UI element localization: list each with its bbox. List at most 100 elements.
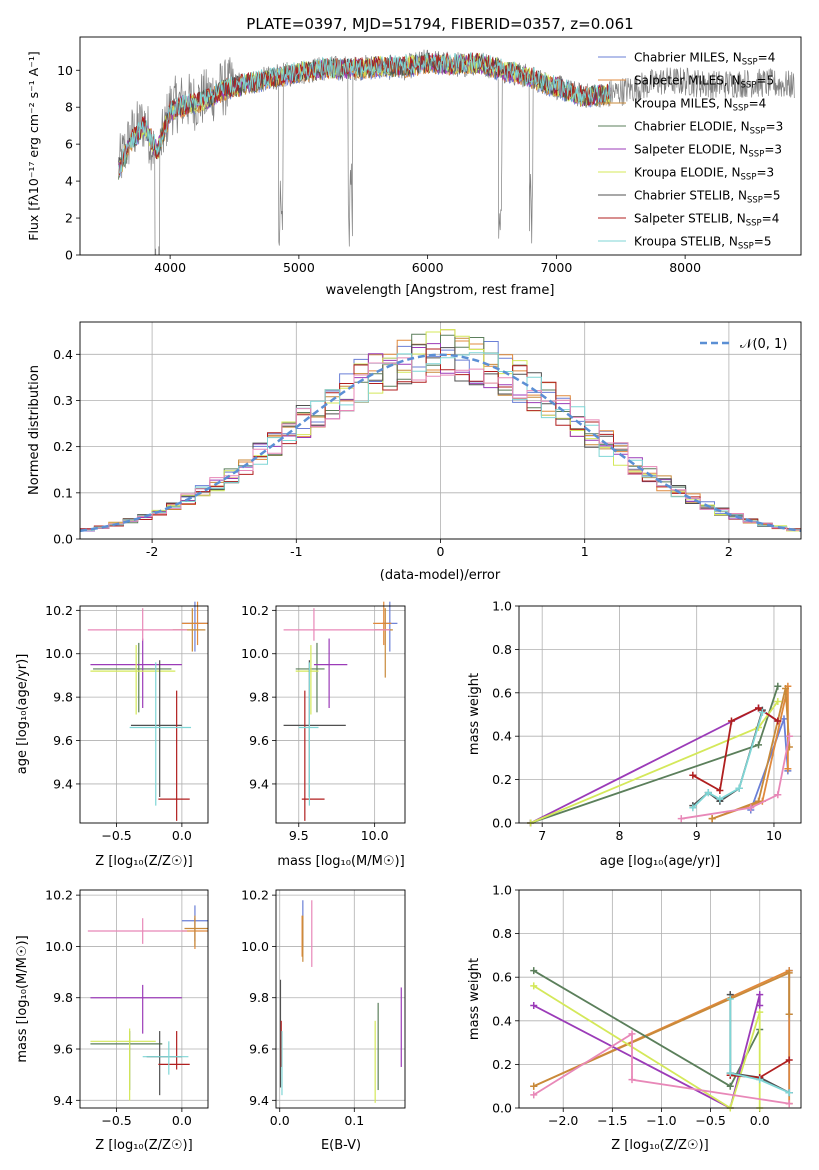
age-vs-mass-panel: 9.5 10.0 9.4 9.6 9.8 10.0 10.2 mass [log₁₀(M/M…: [241, 601, 406, 869]
mass-weight-marker: [755, 704, 763, 712]
y-tick-label: 10.0: [241, 939, 269, 954]
y-tick-label: 0.2: [492, 772, 512, 787]
y-tick-label: 0.0: [492, 816, 512, 831]
massE-xlabel: E(B-V): [321, 1138, 361, 1153]
legend-entry: Salpeter STELIB, NSSP=4: [634, 212, 779, 229]
x-tick-label: −1.0: [646, 1113, 676, 1128]
figure-title: PLATE=0397, MJD=51794, FIBERID=0357, z=0…: [246, 15, 633, 33]
x-tick-label: 0.0: [750, 1113, 770, 1128]
legend-entry: Chabrier MILES, NSSP=4: [634, 51, 775, 68]
y-tick-label: 0.0: [53, 532, 73, 547]
mass-weight-marker: [755, 741, 763, 749]
residual-ylabel: Normed distribution: [27, 365, 42, 495]
mass-weight-marker: [785, 1056, 793, 1064]
y-tick-label: 0.1: [53, 485, 73, 500]
panel-frame: [518, 889, 802, 1109]
x-tick-label: -1: [290, 544, 302, 559]
x-tick-label: 0: [437, 544, 445, 559]
spectrum-legend: Chabrier MILES, NSSP=4 Salpeter MILES, NS…: [598, 51, 783, 252]
mass-weight-marker: [628, 1076, 636, 1084]
residual-histogram-panel: -2 -1 0 1 2 0.0 0.1 0.2 0.3 0.4 𝒩(0, 1) (data-mod…: [27, 321, 802, 583]
mass-weight-marker: [756, 991, 764, 999]
x-tick-label: 4000: [154, 260, 186, 275]
mwAge-xlabel: age [log₁₀(age/yr)]: [600, 854, 721, 869]
massZ-xlabel: Z [log₁₀(Z/Z☉)]: [95, 1138, 192, 1153]
mass-weight-marker: [785, 1100, 793, 1108]
x-tick-label: 9: [693, 828, 701, 843]
y-tick-label: 9.8: [53, 690, 73, 705]
y-tick-label: 10: [57, 63, 73, 78]
spectrum-xlabel: wavelength [Angstrom, rest frame]: [326, 283, 555, 298]
x-tick-label: 0.0: [270, 1113, 290, 1128]
x-tick-label: 10.0: [361, 828, 389, 843]
y-tick-label: 9.8: [249, 690, 269, 705]
x-tick-label: 0.0: [172, 1113, 192, 1128]
y-tick-label: 9.8: [53, 990, 73, 1005]
mass-weight-vs-metallicity-panel: −2.0 −1.5 −1.0 −0.5 0.0 0.0 0.2 0.4 0.6 0.8 1.0 Z …: [467, 883, 802, 1153]
y-tick-label: 0.8: [492, 642, 512, 657]
y-tick-label: 0.8: [492, 926, 512, 941]
x-tick-label: 1: [581, 544, 589, 559]
panel-frame: [275, 605, 406, 824]
mass-weight-vs-age-panel: 7 8 9 10 0.0 0.2 0.4 0.6 0.8 1.0 age [log₁₀(age/y…: [467, 599, 802, 869]
mass-vs-ebv-panel: 0.0 0.1 9.4 9.6 9.8 10.0 10.2 E(B-V): [241, 888, 406, 1153]
y-tick-label: 10.0: [241, 646, 269, 661]
spectrum-panel: 4000 5000 6000 7000 8000 0 2 4 6 8 10 Chabrier MIL…: [26, 36, 802, 298]
y-tick-label: 0.3: [53, 393, 73, 408]
ageZ-ylabel: age [log₁₀(age/yr)]: [15, 654, 30, 775]
mass-weight-marker: [747, 804, 755, 812]
y-tick-label: 9.6: [249, 733, 269, 748]
x-tick-label: 8: [615, 828, 623, 843]
y-tick-label: 0.2: [492, 1057, 512, 1072]
mass-weight-marker: [677, 815, 685, 823]
model-spectrum-line: [118, 52, 611, 176]
y-tick-label: 10.2: [241, 888, 269, 903]
y-tick-label: 4: [65, 174, 73, 189]
y-tick-label: 2: [65, 211, 73, 226]
x-tick-label: 8000: [669, 260, 701, 275]
y-tick-label: 10.2: [241, 603, 269, 618]
y-tick-label: 0.0: [492, 1101, 512, 1116]
mass-weight-marker: [530, 982, 538, 990]
y-tick-label: 9.6: [249, 1042, 269, 1057]
residual-histogram-step: [80, 352, 801, 532]
mass-weight-marker: [774, 717, 782, 725]
x-tick-label: −2.0: [548, 1113, 578, 1128]
y-tick-label: 9.8: [249, 990, 269, 1005]
legend-entry: Chabrier STELIB, NSSP=5: [634, 189, 781, 206]
mass-weight-marker: [726, 995, 734, 1003]
y-tick-label: 10.0: [45, 939, 73, 954]
mass-weight-marker: [785, 969, 793, 977]
y-tick-label: 9.4: [53, 776, 73, 791]
mass-weight-marker: [530, 1082, 538, 1090]
normal-distribution-curve: [80, 353, 801, 533]
mass-weight-line: [533, 1032, 790, 1105]
mass-weight-marker: [784, 765, 792, 773]
age-vs-metallicity-panel: −0.5 0.0 9.4 9.6 9.8 10.0 10.2 Z [log₁₀(Z/Z☉)]…: [15, 601, 209, 869]
mwZ-ylabel: mass weight: [467, 958, 482, 1040]
legend-entry: Salpeter MILES, NSSP=5: [634, 74, 774, 91]
x-tick-label: −0.5: [101, 828, 131, 843]
y-tick-label: 0.4: [53, 347, 73, 362]
y-tick-label: 1.0: [492, 599, 512, 614]
mass-weight-marker: [689, 804, 697, 812]
x-tick-label: 0.1: [344, 1113, 364, 1128]
x-tick-label: 7: [538, 828, 546, 843]
y-tick-label: 8: [65, 100, 73, 115]
legend-entry: Chabrier ELODIE, NSSP=3: [634, 120, 783, 137]
massZ-ylabel: mass [log₁₀(M/M☉)]: [15, 935, 30, 1062]
mwZ-xlabel: Z [log₁₀(Z/Z☉)]: [611, 1138, 708, 1153]
mass-weight-marker: [756, 1002, 764, 1010]
y-tick-label: 10.0: [45, 646, 73, 661]
x-tick-label: 6000: [412, 260, 444, 275]
panel-frame: [79, 605, 209, 824]
panel-frame: [518, 605, 802, 824]
mass-weight-line: [729, 999, 790, 1094]
x-tick-label: −1.5: [597, 1113, 627, 1128]
y-tick-label: 10.2: [45, 888, 73, 903]
y-tick-label: 10.2: [45, 603, 73, 618]
normal-legend-label: 𝒩(0, 1): [740, 337, 787, 352]
y-tick-label: 0.2: [53, 439, 73, 454]
y-tick-label: 0.6: [492, 685, 512, 700]
